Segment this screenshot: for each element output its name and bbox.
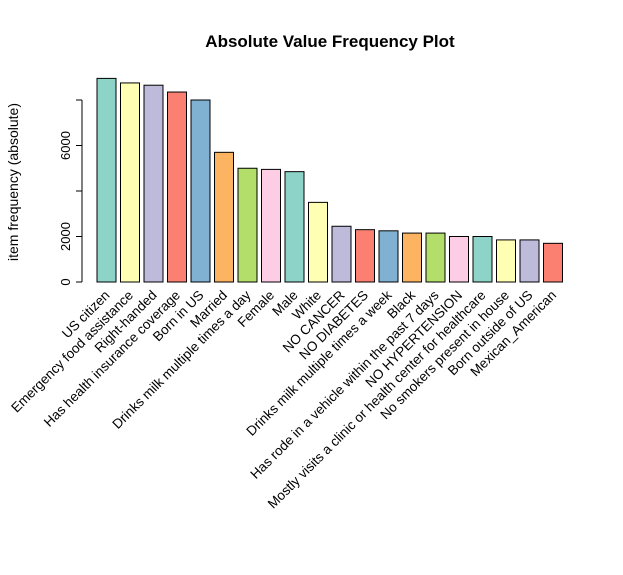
bar-17 — [472, 236, 493, 283]
bar-8 — [261, 168, 281, 283]
bar-2 — [120, 82, 140, 283]
bar-14 — [402, 232, 422, 283]
bar-9 — [284, 171, 305, 283]
bar-20 — [543, 242, 563, 283]
bar-5 — [190, 99, 211, 283]
bar-1 — [96, 77, 117, 283]
bar-11 — [331, 225, 352, 283]
bar-18 — [496, 239, 516, 283]
bar-13 — [378, 230, 399, 283]
bar-6 — [214, 151, 234, 283]
y-tick-label-6000: 6000 — [58, 131, 73, 160]
bar-16 — [449, 236, 469, 283]
bar-10 — [308, 201, 328, 283]
y-tick-label-0: 0 — [58, 278, 73, 285]
bar-7 — [237, 167, 258, 283]
chart-title: Absolute Value Frequency Plot — [205, 32, 455, 51]
bar-4 — [167, 91, 187, 283]
bar-12 — [355, 229, 375, 283]
bars-group — [96, 77, 563, 283]
y-axis: 0 2000 6000 — [58, 99, 83, 286]
bar-3 — [143, 84, 164, 283]
y-tick-label-2000: 2000 — [58, 222, 73, 251]
bar-15 — [425, 232, 446, 283]
y-axis-label: item frequency (absolute) — [5, 103, 21, 261]
bar-19 — [519, 239, 540, 283]
